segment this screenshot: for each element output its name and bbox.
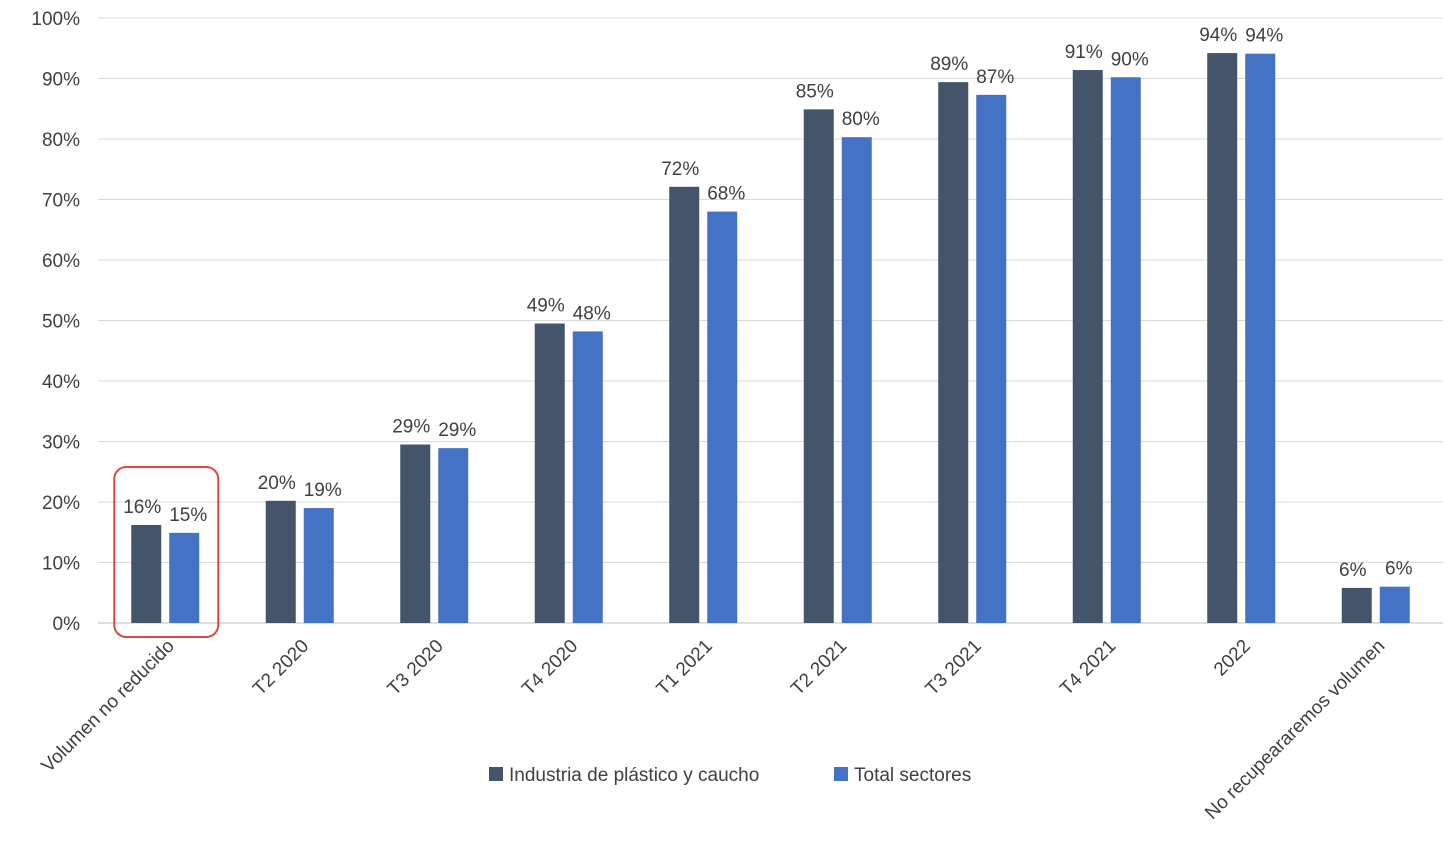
legend: Industria de plástico y caucho Total sect… — [489, 765, 971, 786]
data-label: 68% — [707, 184, 745, 205]
x-category-label: T2 2020 — [249, 636, 313, 700]
data-label: 85% — [796, 81, 834, 102]
x-category-label: T2 2021 — [787, 636, 851, 700]
data-label: 72% — [661, 159, 699, 180]
highlight-box — [113, 466, 220, 638]
x-category-label: T3 2021 — [922, 636, 986, 700]
bar-total-6 — [976, 94, 1007, 623]
data-label: 80% — [842, 109, 880, 130]
data-label: 94% — [1199, 25, 1237, 46]
x-axis-categories: Volumen no reducido T2 2020 T3 2020 T4 2020… — [38, 636, 1390, 824]
bar-industria-2 — [400, 444, 431, 623]
data-label: 87% — [976, 67, 1014, 88]
y-tick-label: 30% — [42, 433, 80, 454]
data-label: 6% — [1339, 560, 1367, 581]
bar-total-1 — [303, 508, 334, 623]
bar-industria-1 — [265, 500, 296, 623]
bar-total-4 — [707, 211, 738, 623]
data-label: 90% — [1111, 49, 1149, 70]
x-category-label: T4 2020 — [518, 636, 582, 700]
highlight-rectangle — [113, 466, 220, 638]
legend-label: Total sectores — [854, 765, 971, 786]
y-tick-label: 0% — [53, 614, 81, 635]
legend-label: Industria de plástico y caucho — [509, 765, 759, 786]
y-tick-label: 80% — [42, 130, 80, 151]
y-tick-label: 20% — [42, 493, 80, 514]
y-tick-label: 60% — [42, 251, 80, 272]
data-label: 15% — [169, 505, 207, 526]
y-tick-label: 70% — [42, 191, 80, 212]
bar-total-0 — [169, 532, 200, 623]
legend-swatch — [489, 767, 503, 781]
data-label: 16% — [123, 497, 161, 518]
y-tick-label: 40% — [42, 372, 80, 393]
bar-total-3 — [572, 331, 603, 623]
bar-total-5 — [841, 137, 872, 623]
data-label: 91% — [1065, 42, 1103, 63]
data-label: 6% — [1385, 559, 1413, 580]
x-category-label: T4 2021 — [1056, 636, 1120, 700]
bar-industria-0 — [131, 524, 162, 623]
bar-total-2 — [438, 448, 469, 623]
data-label: 19% — [304, 480, 342, 501]
bar-industria-9 — [1341, 587, 1372, 623]
gridlines — [98, 17, 1443, 624]
data-label: 49% — [527, 296, 565, 317]
legend-swatch — [834, 767, 848, 781]
data-label: 94% — [1245, 26, 1283, 47]
bars — [131, 53, 1410, 624]
data-label: 48% — [573, 303, 611, 324]
data-labels: 16% 15% 20% 19% 29% 29% 49% 48% 72% 68% 85% 80% 89% 8… — [123, 25, 1412, 581]
x-category-label: 2022 — [1210, 636, 1255, 681]
bar-industria-6 — [938, 82, 969, 623]
x-category-label: Volumen no reducido — [38, 636, 179, 777]
data-label: 20% — [258, 473, 296, 494]
y-tick-label: 10% — [42, 554, 80, 575]
bar-industria-3 — [534, 323, 565, 623]
y-tick-label: 100% — [31, 9, 80, 30]
bar-industria-5 — [803, 109, 834, 624]
y-axis-ticks: 0% 10% 20% 30% 40% 50% 60% 70% 80% 90% 100% — [31, 9, 80, 635]
data-label: 89% — [930, 54, 968, 75]
x-category-label: T1 2021 — [653, 636, 717, 700]
bar-total-9 — [1379, 586, 1410, 623]
data-label: 29% — [438, 420, 476, 441]
y-tick-label: 50% — [42, 312, 80, 333]
bar-industria-4 — [669, 186, 700, 624]
bar-industria-8 — [1207, 53, 1238, 623]
y-tick-label: 90% — [42, 70, 80, 91]
x-category-label: T3 2020 — [384, 636, 448, 700]
data-label: 29% — [392, 417, 430, 438]
bar-total-7 — [1110, 77, 1141, 624]
bar-total-8 — [1245, 53, 1276, 623]
bar-industria-7 — [1072, 70, 1103, 623]
